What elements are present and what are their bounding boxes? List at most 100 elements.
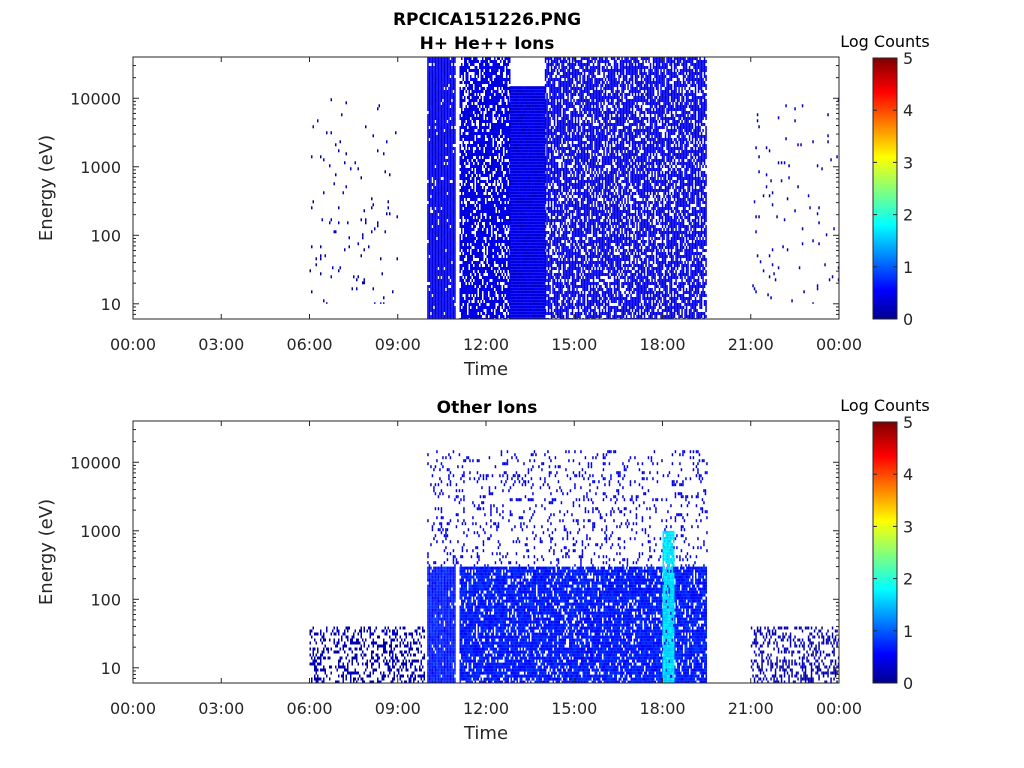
spectrogram-cell <box>467 123 469 126</box>
spectrogram-cell <box>501 312 503 315</box>
spectrogram-cell <box>433 132 435 135</box>
spectrogram-cell <box>448 300 450 303</box>
spectrogram-cell <box>517 170 519 174</box>
spectrogram-cell <box>492 189 494 192</box>
spectrogram-cell <box>471 156 473 159</box>
spectrogram-cell <box>443 261 446 264</box>
spectrogram-cell <box>431 189 434 192</box>
spectrogram-cell <box>521 305 523 309</box>
spectrogram-cell <box>491 96 493 99</box>
spectrogram-cell <box>530 155 532 159</box>
spectrogram-cell <box>449 108 452 111</box>
spectrogram-cell <box>443 315 446 318</box>
spectrogram-cell <box>451 150 453 153</box>
spectrogram-cell <box>470 216 472 219</box>
spectrogram-cell <box>529 215 531 219</box>
spectrogram-cell <box>454 96 456 99</box>
spectrogram-cell <box>471 96 473 99</box>
spectrogram-cell <box>509 305 511 309</box>
spectrogram-cell <box>479 222 481 225</box>
spectrogram-cell <box>500 294 502 297</box>
spectrogram-cell <box>512 236 514 240</box>
spectrogram-cell <box>473 132 475 135</box>
spectrogram-cell <box>440 96 443 99</box>
spectrogram-cell <box>504 306 506 309</box>
spectrogram-cell <box>498 123 500 126</box>
spectrogram-cell <box>461 312 463 315</box>
spectrogram-cell <box>428 276 431 279</box>
spectrogram-cell <box>431 183 434 186</box>
spectrogram-cell <box>465 198 467 201</box>
spectrogram-cell <box>506 75 508 78</box>
spectrogram-cell <box>504 234 506 237</box>
spectrogram-cell <box>521 209 523 213</box>
spectrogram-cell <box>511 110 513 114</box>
spectrogram-cell <box>521 131 523 135</box>
spectrogram-cell <box>430 180 432 183</box>
spectrogram-cell <box>482 69 484 72</box>
spectrogram-cell <box>451 159 453 162</box>
spectrogram-cell <box>449 237 452 240</box>
spectrogram-cell <box>521 89 523 93</box>
spectrogram-cell <box>506 63 508 66</box>
spectrogram-cell <box>442 123 444 126</box>
spectrogram-cell <box>527 92 529 96</box>
spectrogram-cell <box>529 233 531 237</box>
spectrogram-cell <box>494 81 496 84</box>
spectrogram-cell <box>483 87 485 90</box>
spectrogram-cell <box>501 150 503 153</box>
spectrogram-cell <box>473 234 475 237</box>
spectrogram-cell <box>454 279 456 282</box>
spectrogram-cell <box>471 108 473 111</box>
spectrogram-cell <box>434 147 437 150</box>
spectrogram-cell <box>468 306 470 309</box>
spectrogram-cell <box>520 242 522 246</box>
spectrogram-cell <box>467 276 469 279</box>
spectrogram-cell <box>482 63 484 66</box>
spectrogram-cell <box>489 186 491 189</box>
spectrogram-cell <box>437 273 440 276</box>
spectrogram-cell <box>427 246 429 249</box>
spectrogram-cell <box>498 303 500 306</box>
spectrogram-cell <box>471 249 473 252</box>
spectrogram-cell <box>454 171 456 174</box>
spectrogram-cell <box>506 78 508 81</box>
spectrogram-cell <box>476 303 478 306</box>
spectrogram-cell <box>474 246 476 249</box>
spectrogram-cell <box>483 135 485 138</box>
spectrogram-cell <box>479 171 481 174</box>
spectrogram-cell <box>521 281 523 285</box>
spectrogram-cell <box>511 98 513 102</box>
spectrogram-cell <box>465 72 467 75</box>
spectrogram-cell <box>477 72 479 75</box>
spectrogram-cell <box>520 170 522 174</box>
spectrogram-cell <box>427 312 429 315</box>
spectrogram-cell <box>507 141 509 144</box>
spectrogram-cell <box>492 246 494 249</box>
spectrogram-cell <box>451 165 453 168</box>
spectrogram-cell <box>526 281 528 285</box>
spectrogram-cell <box>494 189 496 192</box>
spectrogram-cell <box>524 152 526 156</box>
spectrogram-cell <box>529 104 531 108</box>
spectrogram-cell <box>470 108 472 111</box>
spectrogram-cell <box>464 204 466 207</box>
spectrogram-cell <box>515 218 517 222</box>
spectrogram-cell <box>497 288 499 291</box>
spectrogram-cell <box>449 201 452 204</box>
spectrogram-cell <box>514 119 516 123</box>
spectrogram-cell <box>501 129 503 132</box>
spectrogram-cell <box>427 216 429 219</box>
spectrogram-cell <box>488 207 490 210</box>
spectrogram-cell <box>427 171 429 174</box>
spectrogram-cell <box>530 104 532 108</box>
spectrogram-cell <box>437 207 440 210</box>
spectrogram-cell <box>517 299 519 303</box>
spectrogram-cell <box>474 87 476 90</box>
spectrogram-cell <box>500 153 502 156</box>
spectrogram-cell <box>518 305 520 309</box>
spectrogram-cell <box>436 225 438 228</box>
spectrogram-cell <box>433 201 435 204</box>
spectrogram-cell <box>451 252 453 255</box>
spectrogram-cell <box>509 81 511 84</box>
